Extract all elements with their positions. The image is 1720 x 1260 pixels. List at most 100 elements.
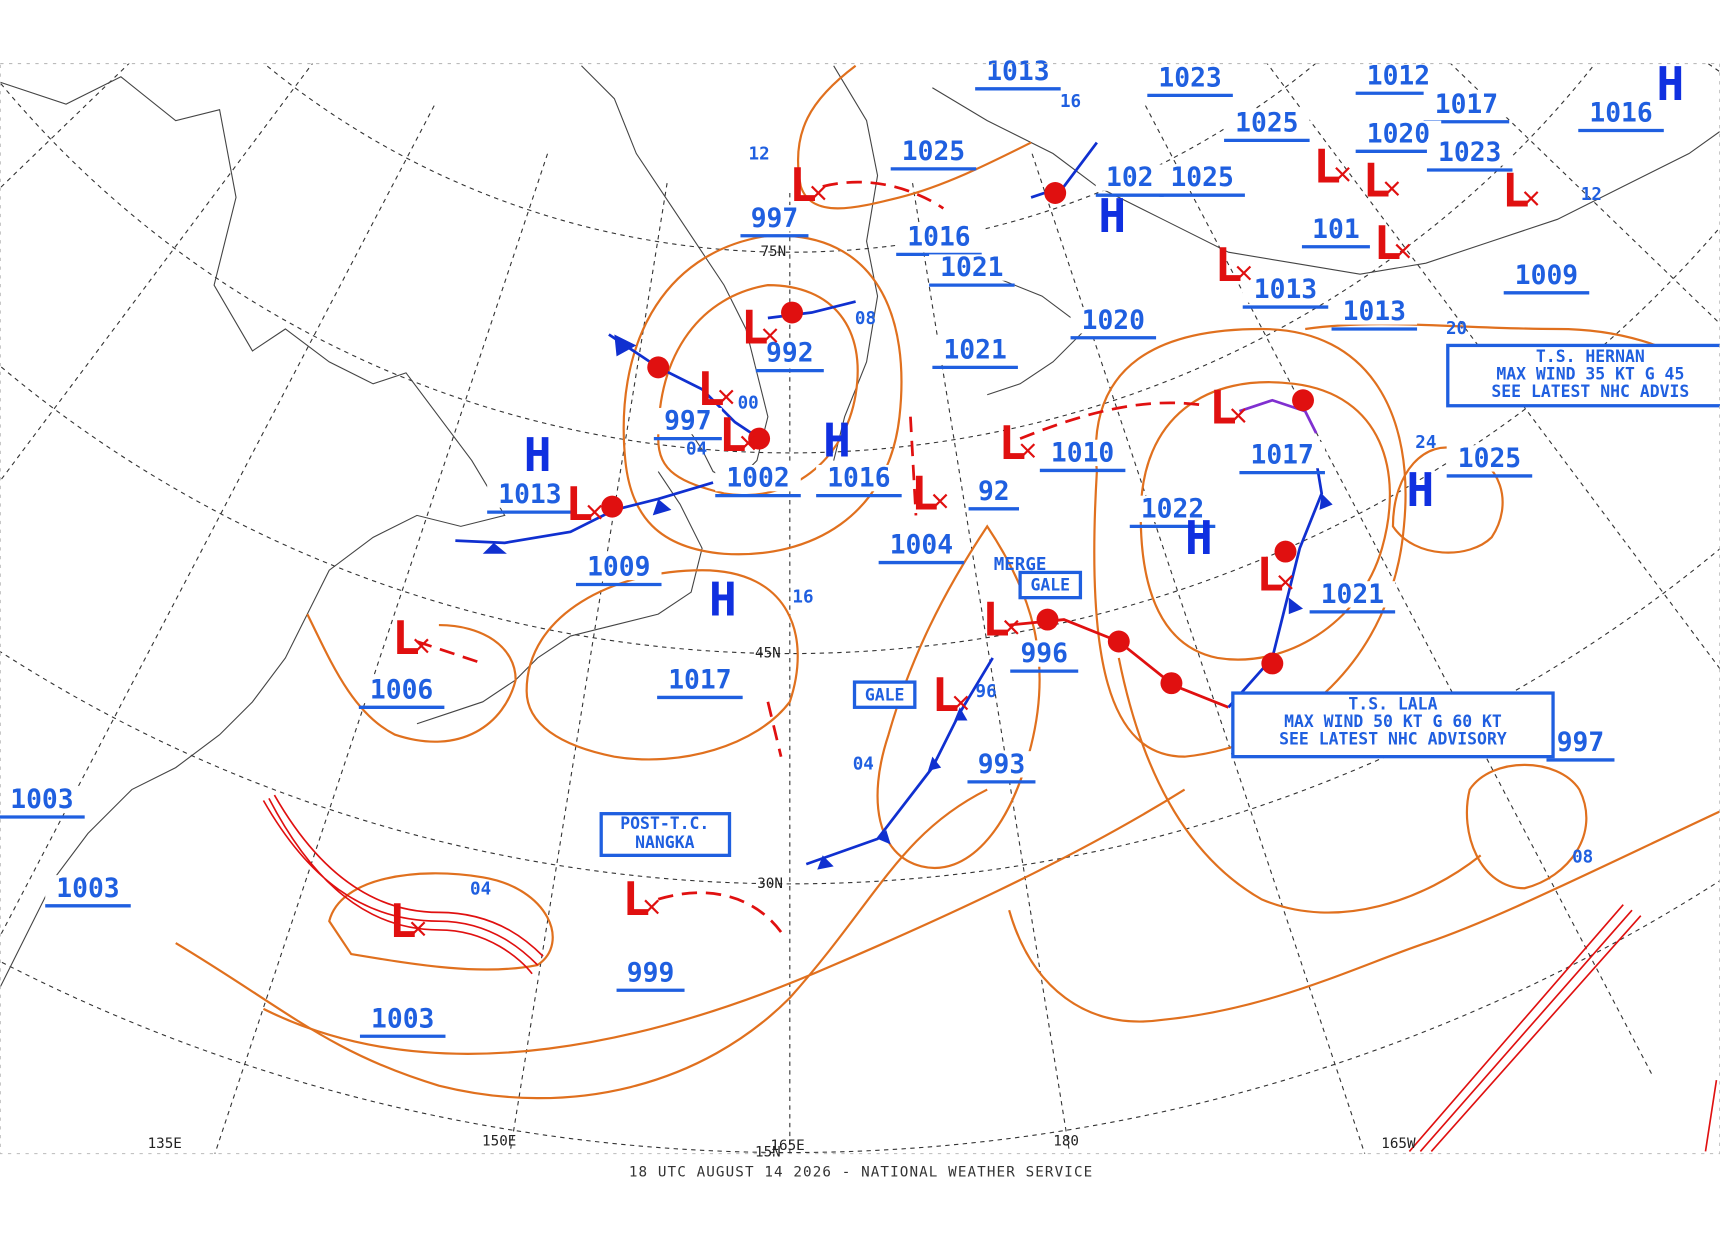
pressure-label-bg bbox=[1224, 109, 1310, 136]
pressure-label: 1025 bbox=[1235, 108, 1298, 138]
pressure-label: 1017 bbox=[1435, 90, 1498, 120]
pressure-label-bg bbox=[967, 751, 1036, 778]
low-center: L bbox=[932, 668, 960, 722]
pressure-label: 1025 bbox=[1458, 444, 1521, 474]
graticule-label: 165W bbox=[1381, 1136, 1416, 1152]
pressure-label: 1009 bbox=[1515, 261, 1578, 291]
pressure-label-bg bbox=[1239, 441, 1325, 469]
post-tc-label: NANGKA bbox=[635, 833, 694, 852]
pressure-label: 1017 bbox=[1251, 441, 1314, 471]
low-center: L bbox=[719, 408, 747, 462]
high-center: H bbox=[1098, 189, 1126, 243]
high-center: H bbox=[524, 428, 552, 482]
post-tc-box bbox=[599, 812, 732, 857]
pressure-label: 1020 bbox=[1082, 306, 1145, 336]
pressure-label: 1016 bbox=[1589, 99, 1652, 129]
contour-label: 12 bbox=[1581, 185, 1602, 205]
meridian-line bbox=[214, 153, 549, 1154]
coastlines bbox=[0, 65, 1720, 988]
pressure-label: 999 bbox=[627, 958, 675, 988]
contour-label: 16 bbox=[792, 588, 813, 608]
low-center: L bbox=[1363, 154, 1391, 208]
pressure-label-bg bbox=[929, 254, 1015, 281]
pressure-label-bg bbox=[1423, 91, 1510, 118]
pressure-label: 1010 bbox=[1051, 438, 1114, 468]
high-center: H bbox=[1185, 511, 1213, 565]
low-x-mark bbox=[1236, 265, 1252, 281]
contour-label: 16 bbox=[1060, 92, 1081, 112]
pressure-label: 1017 bbox=[668, 665, 731, 695]
pressure-label-bg bbox=[968, 478, 1020, 505]
pressure-label: 101 bbox=[1312, 215, 1360, 245]
contour-label: 12 bbox=[749, 145, 770, 165]
pressure-label-bg bbox=[1095, 164, 1164, 191]
graticule-label: 15N bbox=[755, 1145, 781, 1161]
graticule-label: 135E bbox=[148, 1136, 182, 1152]
low-x-mark bbox=[953, 695, 969, 711]
contour-label: 04 bbox=[853, 754, 874, 774]
pressure-label: 1023 bbox=[1438, 138, 1501, 168]
low-center: L bbox=[697, 362, 725, 416]
gale-box bbox=[1018, 570, 1083, 600]
low-x-mark bbox=[1384, 181, 1400, 196]
meridian-line bbox=[1144, 105, 1654, 1078]
pressure-label: 1013 bbox=[986, 57, 1049, 87]
low-x-mark bbox=[587, 504, 602, 520]
pressure-label-bg bbox=[1355, 62, 1442, 89]
labels: 75N 45N 30N 15N 135E 150E 165E 180 165W 1013 1023 1… bbox=[0, 57, 1720, 1180]
advisory-line: SEE LATEST NHC ADVIS bbox=[1491, 382, 1689, 401]
pressure-label-bg bbox=[359, 1005, 446, 1032]
low-x-mark bbox=[1335, 167, 1350, 182]
low-x-mark bbox=[718, 389, 734, 405]
pressure-label: 992 bbox=[766, 339, 814, 369]
low-center: L bbox=[1256, 547, 1284, 601]
pressure-label: 1023 bbox=[1158, 63, 1221, 93]
fronts bbox=[262, 141, 1718, 1152]
pressure-label: 996 bbox=[1020, 639, 1068, 669]
pressure-label-bg bbox=[657, 666, 743, 694]
low-center: L bbox=[1209, 381, 1237, 435]
gale-box bbox=[852, 680, 917, 709]
pressure-label-bg bbox=[715, 464, 801, 492]
pressure-label: 1016 bbox=[827, 464, 890, 494]
latitude-line bbox=[263, 63, 1316, 253]
low-x-mark bbox=[810, 185, 826, 201]
merge-label: MERGE bbox=[994, 555, 1047, 575]
low-center: L bbox=[911, 466, 939, 520]
low-center: L bbox=[741, 301, 769, 355]
pressure-label: 1003 bbox=[56, 874, 119, 904]
pressure-label: 1016 bbox=[907, 222, 970, 252]
advisory-box bbox=[1231, 691, 1555, 759]
low-center: L bbox=[1502, 164, 1530, 218]
low-center: L bbox=[789, 158, 817, 212]
contour-label: 20 bbox=[1446, 319, 1467, 339]
low-x-mark bbox=[1230, 408, 1246, 423]
high-center: H bbox=[1657, 57, 1685, 111]
graticule-label: 150E bbox=[482, 1134, 516, 1150]
contour-label: 24 bbox=[1415, 433, 1436, 453]
low-x-mark bbox=[644, 899, 659, 915]
low-center: L bbox=[1215, 238, 1243, 292]
pressure-label-bg bbox=[878, 531, 965, 559]
meridian-line bbox=[1031, 153, 1366, 1154]
gale-label: GALE bbox=[1030, 576, 1070, 595]
pressure-label: 1013 bbox=[1254, 275, 1317, 305]
advisory-line: T.S. LALA bbox=[1348, 695, 1437, 714]
low-center: L bbox=[622, 872, 650, 926]
pressure-label-bg bbox=[487, 481, 573, 508]
latitude-line bbox=[0, 547, 1720, 884]
low-x-mark bbox=[932, 493, 948, 509]
pressure-label-bg bbox=[1010, 640, 1079, 667]
high-center: H bbox=[823, 414, 851, 468]
pressure-label: 997 bbox=[664, 407, 712, 437]
pressure-label-bg bbox=[1578, 99, 1664, 127]
meridian-line bbox=[0, 63, 314, 482]
pressure-label-bg bbox=[755, 339, 824, 367]
graticule-label: 180 bbox=[1053, 1134, 1079, 1150]
pressure-label-bg bbox=[890, 138, 977, 165]
high-center: H bbox=[709, 573, 737, 627]
pressure-label: 1003 bbox=[371, 1004, 434, 1034]
pressure-label-bg bbox=[1039, 439, 1126, 467]
pressure-label: 1009 bbox=[587, 553, 650, 583]
